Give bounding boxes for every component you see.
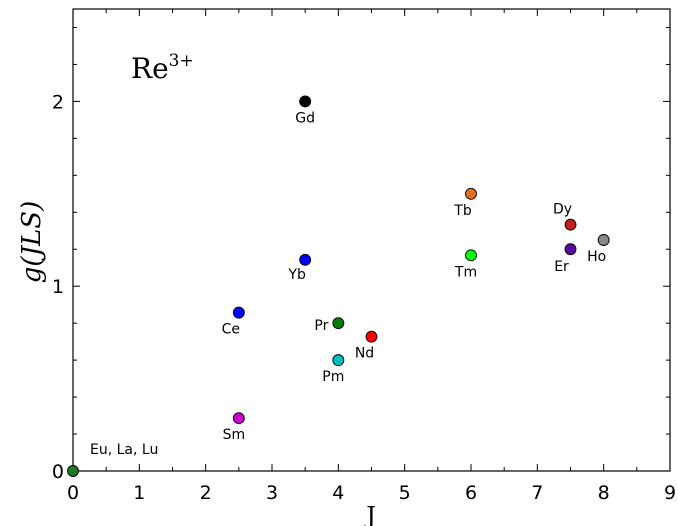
data-point xyxy=(465,249,477,262)
y-axis-title: g(JLS) xyxy=(17,201,47,283)
data-point xyxy=(67,465,79,477)
data-point xyxy=(299,253,312,266)
axis-ticks xyxy=(72,9,671,472)
data-point xyxy=(365,330,378,343)
re-ion-main: Re xyxy=(131,52,169,85)
point-label: Er xyxy=(554,259,569,275)
point-label: Pm xyxy=(322,369,344,385)
point-label: Tm xyxy=(454,264,477,280)
point-label: Ho xyxy=(587,249,606,265)
x-tick-label: 4 xyxy=(332,482,344,504)
data-point xyxy=(232,306,245,319)
x-tick-label: 9 xyxy=(664,482,676,504)
x-tick-label: 2 xyxy=(200,482,212,504)
data-point xyxy=(232,412,245,425)
data-point xyxy=(564,218,577,231)
point-label: Nd xyxy=(355,346,374,362)
x-tick-label: 0 xyxy=(67,482,79,504)
x-axis-title: J xyxy=(363,502,376,526)
point-label: Ce xyxy=(222,322,240,338)
data-point xyxy=(564,243,577,256)
x-tick-label: 3 xyxy=(266,482,278,504)
re-ion-annotation: Re3+ xyxy=(131,51,194,85)
data-point xyxy=(597,234,610,246)
point-label: Dy xyxy=(553,202,572,218)
point-label: Gd xyxy=(295,110,315,126)
data-points: Eu, La, Lu Ce Sm Gd Yb Pr Pm Nd Tb Tm Dy Er Ho xyxy=(67,95,610,477)
point-label: Eu, La, Lu xyxy=(90,442,158,458)
data-point xyxy=(299,95,312,108)
point-label: Yb xyxy=(287,267,306,283)
y-tick-label: 0 xyxy=(52,461,64,483)
point-label: Tb xyxy=(453,203,472,219)
y-tick-label: 1 xyxy=(52,276,64,298)
point-label: Sm xyxy=(223,427,246,443)
re-ion-superscript: 3+ xyxy=(169,51,194,71)
data-point xyxy=(332,317,345,330)
x-tick-label: 6 xyxy=(465,482,477,504)
y-tick-label: 2 xyxy=(52,91,64,113)
data-point xyxy=(332,354,345,367)
x-tick-label: 7 xyxy=(531,482,543,504)
x-tick-label: 8 xyxy=(598,482,610,504)
point-label: Pr xyxy=(314,318,328,334)
x-tick-label: 1 xyxy=(133,482,145,504)
axis-tick-labels: 0 1 2 3 4 5 6 7 8 9 0 1 2 xyxy=(52,91,676,504)
data-point xyxy=(465,187,477,200)
x-tick-label: 5 xyxy=(399,482,411,504)
